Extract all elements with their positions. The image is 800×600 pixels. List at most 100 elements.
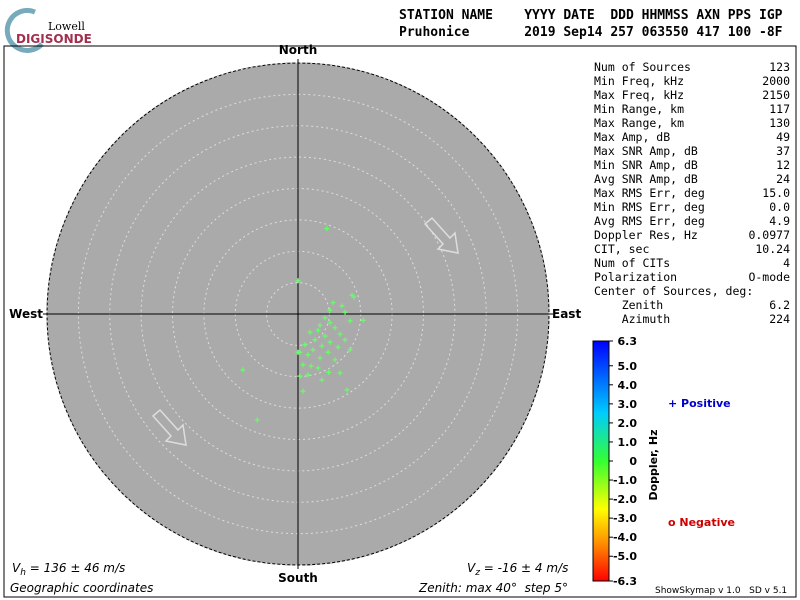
source-point	[327, 307, 333, 313]
wind-arrow	[423, 216, 459, 254]
source-point	[315, 327, 321, 333]
stat-value: O-mode	[748, 270, 790, 284]
colorbar-tick-label: -4.0	[613, 531, 637, 544]
stat-label: Min SNR Amp, dB	[594, 158, 698, 172]
source-point	[307, 329, 313, 335]
header-columns: STATION NAME YYYY DATE DDD HHMMSS AXN PP…	[399, 8, 783, 23]
source-point	[360, 317, 366, 323]
source-point	[254, 417, 260, 423]
source-point	[342, 309, 348, 315]
logo-top: Lowell	[48, 20, 85, 33]
stat-label: Center of Sources, deg:	[594, 284, 753, 298]
source-point	[351, 294, 357, 300]
source-point	[325, 349, 331, 355]
source-point	[327, 320, 333, 326]
dir-south: South	[278, 571, 318, 585]
colorbar-tick-label: 0	[629, 455, 637, 468]
wind-arrow	[151, 408, 187, 446]
stat-value: 123	[769, 60, 790, 74]
source-point	[344, 387, 350, 393]
legend-negative: o Negative	[668, 516, 735, 529]
source-point	[295, 278, 301, 284]
source-point	[347, 347, 353, 353]
source-point	[317, 322, 323, 328]
header-values: Pruhonice 2019 Sep14 257 063550 417 100 …	[399, 25, 783, 40]
colorbar-tick-label: -2.0	[613, 493, 637, 506]
stat-value: 2150	[762, 88, 790, 102]
colorbar	[592, 340, 610, 582]
source-point	[332, 325, 338, 331]
stat-value: 12	[776, 158, 790, 172]
source-point	[322, 315, 328, 321]
colorbar-tick-label: 6.3	[618, 335, 638, 348]
stat-value: 4	[783, 256, 790, 270]
stat-value: 0.0	[769, 200, 790, 214]
colorbar-label: Doppler, Hz	[647, 429, 660, 500]
footer-mid: Zenith: max 40° step 5°	[418, 581, 568, 595]
source-point	[326, 369, 332, 375]
source-point	[342, 337, 348, 343]
source-point	[308, 363, 314, 369]
source-point	[317, 355, 323, 361]
source-point	[337, 370, 343, 376]
stat-label: Avg SNR Amp, dB	[594, 172, 698, 186]
source-point	[327, 339, 333, 345]
source-point	[339, 303, 345, 309]
footer-right: ShowSkymap v 1.0 SD v 5.1	[655, 586, 787, 596]
logo-bottom: DIGISONDE	[16, 32, 92, 46]
stat-label: Max RMS Err, deg	[594, 186, 705, 200]
stat-label: Min Freq, kHz	[594, 74, 684, 88]
source-point	[319, 343, 325, 349]
stat-value: 6.2	[769, 298, 790, 312]
source-point	[305, 352, 311, 358]
stat-value: 4.9	[769, 214, 790, 228]
stat-label: Max Freq, kHz	[594, 88, 684, 102]
stat-label: Max Amp, dB	[594, 130, 670, 144]
stat-label: Min RMS Err, deg	[594, 200, 705, 214]
footer-left: Geographic coordinates	[10, 581, 153, 595]
logo-arc	[4, 7, 44, 53]
stat-label: Min Range, km	[594, 102, 684, 116]
colorbar-tick-label: -3.0	[613, 512, 637, 525]
source-point	[337, 331, 343, 337]
stat-value: 130	[769, 116, 790, 130]
stat-label: CIT, sec	[594, 242, 649, 256]
source-point	[302, 342, 308, 348]
stat-label: Num of Sources	[594, 60, 691, 74]
vh: Vh = 136 ± 46 m/s	[12, 561, 125, 578]
stat-label: Zenith	[594, 298, 663, 312]
stat-value: 15.0	[762, 186, 790, 200]
source-point	[315, 365, 321, 371]
stat-value: 49	[776, 130, 790, 144]
source-point	[305, 372, 311, 378]
colorbar-tick-label: -1.0	[613, 474, 637, 487]
dir-north: North	[279, 43, 317, 57]
colorbar-tick-label: 1.0	[618, 436, 638, 449]
source-point	[297, 373, 303, 379]
source-point	[319, 377, 325, 383]
colorbar-tick-label: 4.0	[618, 379, 638, 392]
source-point	[335, 344, 341, 350]
stat-value: 117	[769, 102, 790, 116]
stat-value: 0.0977	[748, 228, 790, 242]
colorbar-tick-label: -6.3	[613, 575, 637, 588]
dir-east: East	[552, 307, 581, 321]
stat-label: Max Range, km	[594, 116, 684, 130]
stat-label: Doppler Res, Hz	[594, 228, 698, 242]
stat-value: 224	[769, 312, 790, 326]
source-point	[312, 337, 318, 343]
source-point	[324, 226, 330, 232]
stat-label: Max SNR Amp, dB	[594, 144, 698, 158]
stat-label: Azimuth	[594, 312, 670, 326]
source-point	[310, 347, 316, 353]
source-point	[300, 388, 306, 394]
source-point	[322, 333, 328, 339]
source-point	[300, 362, 306, 368]
source-point	[347, 318, 353, 324]
legend-positive: + Positive	[668, 397, 731, 410]
source-point	[240, 367, 246, 373]
stat-label: Polarization	[594, 270, 677, 284]
source-point	[295, 349, 301, 355]
vz: Vz = -16 ± 4 m/s	[467, 561, 568, 578]
